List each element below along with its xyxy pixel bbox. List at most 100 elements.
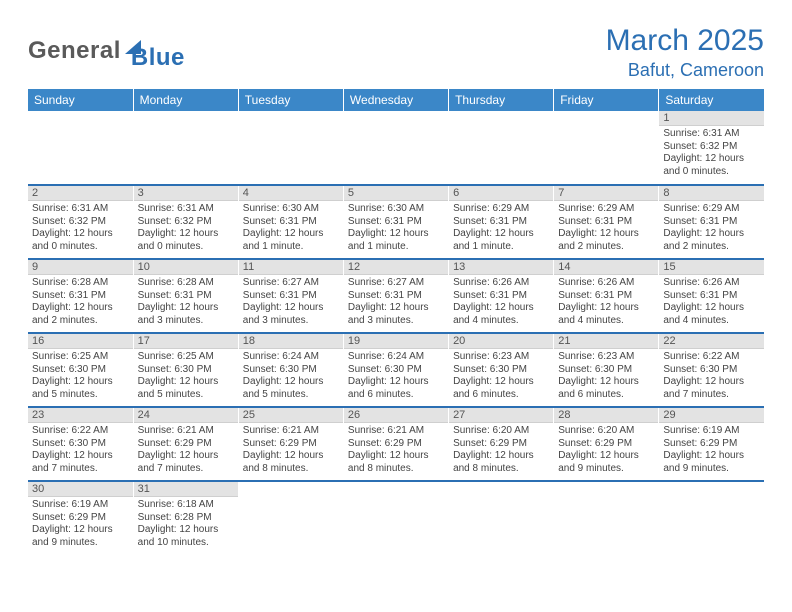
daylight: Daylight: 12 hours and 7 minutes. (663, 376, 760, 401)
calendar-cell: 9Sunrise: 6:28 AMSunset: 6:31 PMDaylight… (28, 259, 133, 333)
day-data: Sunrise: 6:27 AMSunset: 6:31 PMDaylight:… (344, 275, 448, 331)
sunrise: Sunrise: 6:20 AM (453, 425, 549, 438)
sunset: Sunset: 6:31 PM (243, 290, 339, 303)
daylight: Daylight: 12 hours and 8 minutes. (348, 450, 444, 475)
sunset: Sunset: 6:32 PM (32, 216, 129, 229)
day-data: Sunrise: 6:21 AMSunset: 6:29 PMDaylight:… (134, 423, 238, 479)
calendar-cell (28, 111, 133, 185)
daylight: Daylight: 12 hours and 7 minutes. (32, 450, 129, 475)
sunrise: Sunrise: 6:22 AM (32, 425, 129, 438)
sunrise: Sunrise: 6:29 AM (663, 203, 760, 216)
daylight: Daylight: 12 hours and 3 minutes. (138, 302, 234, 327)
day-number: 18 (239, 334, 343, 349)
day-data: Sunrise: 6:31 AMSunset: 6:32 PMDaylight:… (28, 201, 133, 257)
day-number: 24 (134, 408, 238, 423)
day-data: Sunrise: 6:25 AMSunset: 6:30 PMDaylight:… (28, 349, 133, 405)
day-number: 3 (134, 186, 238, 201)
day-data: Sunrise: 6:29 AMSunset: 6:31 PMDaylight:… (554, 201, 658, 257)
daylight: Daylight: 12 hours and 2 minutes. (32, 302, 129, 327)
sunset: Sunset: 6:30 PM (32, 438, 129, 451)
sunset: Sunset: 6:29 PM (558, 438, 654, 451)
calendar-cell (238, 111, 343, 185)
sunset: Sunset: 6:32 PM (663, 141, 760, 154)
day-data: Sunrise: 6:26 AMSunset: 6:31 PMDaylight:… (554, 275, 658, 331)
calendar-cell: 31Sunrise: 6:18 AMSunset: 6:28 PMDayligh… (133, 481, 238, 555)
weekday-monday: Monday (133, 89, 238, 111)
daylight: Daylight: 12 hours and 5 minutes. (138, 376, 234, 401)
daylight: Daylight: 12 hours and 2 minutes. (663, 228, 760, 253)
day-number: 15 (659, 260, 764, 275)
sunset: Sunset: 6:30 PM (138, 364, 234, 377)
day-number: 2 (28, 186, 133, 201)
day-data: Sunrise: 6:28 AMSunset: 6:31 PMDaylight:… (134, 275, 238, 331)
calendar-cell: 29Sunrise: 6:19 AMSunset: 6:29 PMDayligh… (659, 407, 764, 481)
sunrise: Sunrise: 6:31 AM (663, 128, 760, 141)
day-number: 6 (449, 186, 553, 201)
sunset: Sunset: 6:29 PM (348, 438, 444, 451)
day-number: 25 (239, 408, 343, 423)
sunrise: Sunrise: 6:26 AM (453, 277, 549, 290)
day-data: Sunrise: 6:25 AMSunset: 6:30 PMDaylight:… (134, 349, 238, 405)
day-number: 22 (659, 334, 764, 349)
weekday-thursday: Thursday (449, 89, 554, 111)
sunrise: Sunrise: 6:30 AM (348, 203, 444, 216)
daylight: Daylight: 12 hours and 6 minutes. (453, 376, 549, 401)
calendar-cell: 21Sunrise: 6:23 AMSunset: 6:30 PMDayligh… (554, 333, 659, 407)
sunset: Sunset: 6:31 PM (453, 216, 549, 229)
calendar-cell: 16Sunrise: 6:25 AMSunset: 6:30 PMDayligh… (28, 333, 133, 407)
calendar-cell: 13Sunrise: 6:26 AMSunset: 6:31 PMDayligh… (449, 259, 554, 333)
sunrise: Sunrise: 6:18 AM (138, 499, 234, 512)
calendar-week: 2Sunrise: 6:31 AMSunset: 6:32 PMDaylight… (28, 185, 764, 259)
calendar-week: 9Sunrise: 6:28 AMSunset: 6:31 PMDaylight… (28, 259, 764, 333)
sunset: Sunset: 6:30 PM (32, 364, 129, 377)
sunset: Sunset: 6:30 PM (558, 364, 654, 377)
location: Bafut, Cameroon (606, 60, 764, 81)
day-data: Sunrise: 6:29 AMSunset: 6:31 PMDaylight:… (449, 201, 553, 257)
daylight: Daylight: 12 hours and 9 minutes. (663, 450, 760, 475)
sunset: Sunset: 6:30 PM (243, 364, 339, 377)
day-data: Sunrise: 6:31 AMSunset: 6:32 PMDaylight:… (659, 126, 764, 182)
calendar-cell: 18Sunrise: 6:24 AMSunset: 6:30 PMDayligh… (238, 333, 343, 407)
calendar-cell: 23Sunrise: 6:22 AMSunset: 6:30 PMDayligh… (28, 407, 133, 481)
daylight: Daylight: 12 hours and 0 minutes. (138, 228, 234, 253)
calendar-cell: 4Sunrise: 6:30 AMSunset: 6:31 PMDaylight… (238, 185, 343, 259)
sunrise: Sunrise: 6:26 AM (663, 277, 760, 290)
sunset: Sunset: 6:29 PM (32, 512, 129, 525)
sunset: Sunset: 6:31 PM (453, 290, 549, 303)
day-data: Sunrise: 6:22 AMSunset: 6:30 PMDaylight:… (28, 423, 133, 479)
calendar-week: 1Sunrise: 6:31 AMSunset: 6:32 PMDaylight… (28, 111, 764, 185)
calendar-week: 23Sunrise: 6:22 AMSunset: 6:30 PMDayligh… (28, 407, 764, 481)
daylight: Daylight: 12 hours and 3 minutes. (348, 302, 444, 327)
day-number: 28 (554, 408, 658, 423)
weekday-saturday: Saturday (659, 89, 764, 111)
sunrise: Sunrise: 6:31 AM (32, 203, 129, 216)
day-data: Sunrise: 6:23 AMSunset: 6:30 PMDaylight:… (449, 349, 553, 405)
calendar-cell: 7Sunrise: 6:29 AMSunset: 6:31 PMDaylight… (554, 185, 659, 259)
calendar-cell: 28Sunrise: 6:20 AMSunset: 6:29 PMDayligh… (554, 407, 659, 481)
sunset: Sunset: 6:31 PM (558, 290, 654, 303)
sunset: Sunset: 6:31 PM (138, 290, 234, 303)
day-data: Sunrise: 6:31 AMSunset: 6:32 PMDaylight:… (134, 201, 238, 257)
day-data: Sunrise: 6:30 AMSunset: 6:31 PMDaylight:… (344, 201, 448, 257)
day-number: 27 (449, 408, 553, 423)
day-number: 16 (28, 334, 133, 349)
weekday-sunday: Sunday (28, 89, 133, 111)
calendar-cell: 10Sunrise: 6:28 AMSunset: 6:31 PMDayligh… (133, 259, 238, 333)
day-data: Sunrise: 6:20 AMSunset: 6:29 PMDaylight:… (449, 423, 553, 479)
day-data: Sunrise: 6:19 AMSunset: 6:29 PMDaylight:… (659, 423, 764, 479)
calendar-cell (343, 111, 448, 185)
sunrise: Sunrise: 6:21 AM (243, 425, 339, 438)
sunrise: Sunrise: 6:25 AM (138, 351, 234, 364)
day-number: 1 (659, 111, 764, 126)
day-number: 19 (344, 334, 448, 349)
calendar-cell: 19Sunrise: 6:24 AMSunset: 6:30 PMDayligh… (343, 333, 448, 407)
sunset: Sunset: 6:29 PM (453, 438, 549, 451)
daylight: Daylight: 12 hours and 4 minutes. (663, 302, 760, 327)
day-data: Sunrise: 6:19 AMSunset: 6:29 PMDaylight:… (28, 497, 133, 553)
sunrise: Sunrise: 6:23 AM (453, 351, 549, 364)
calendar-cell: 20Sunrise: 6:23 AMSunset: 6:30 PMDayligh… (449, 333, 554, 407)
calendar-cell: 15 Sunrise: 6:26 AMSunset: 6:31 PMDayligh… (659, 259, 764, 333)
day-data: Sunrise: 6:22 AMSunset: 6:30 PMDaylight:… (659, 349, 764, 405)
calendar-cell (238, 481, 343, 555)
sunset: Sunset: 6:31 PM (663, 290, 760, 303)
